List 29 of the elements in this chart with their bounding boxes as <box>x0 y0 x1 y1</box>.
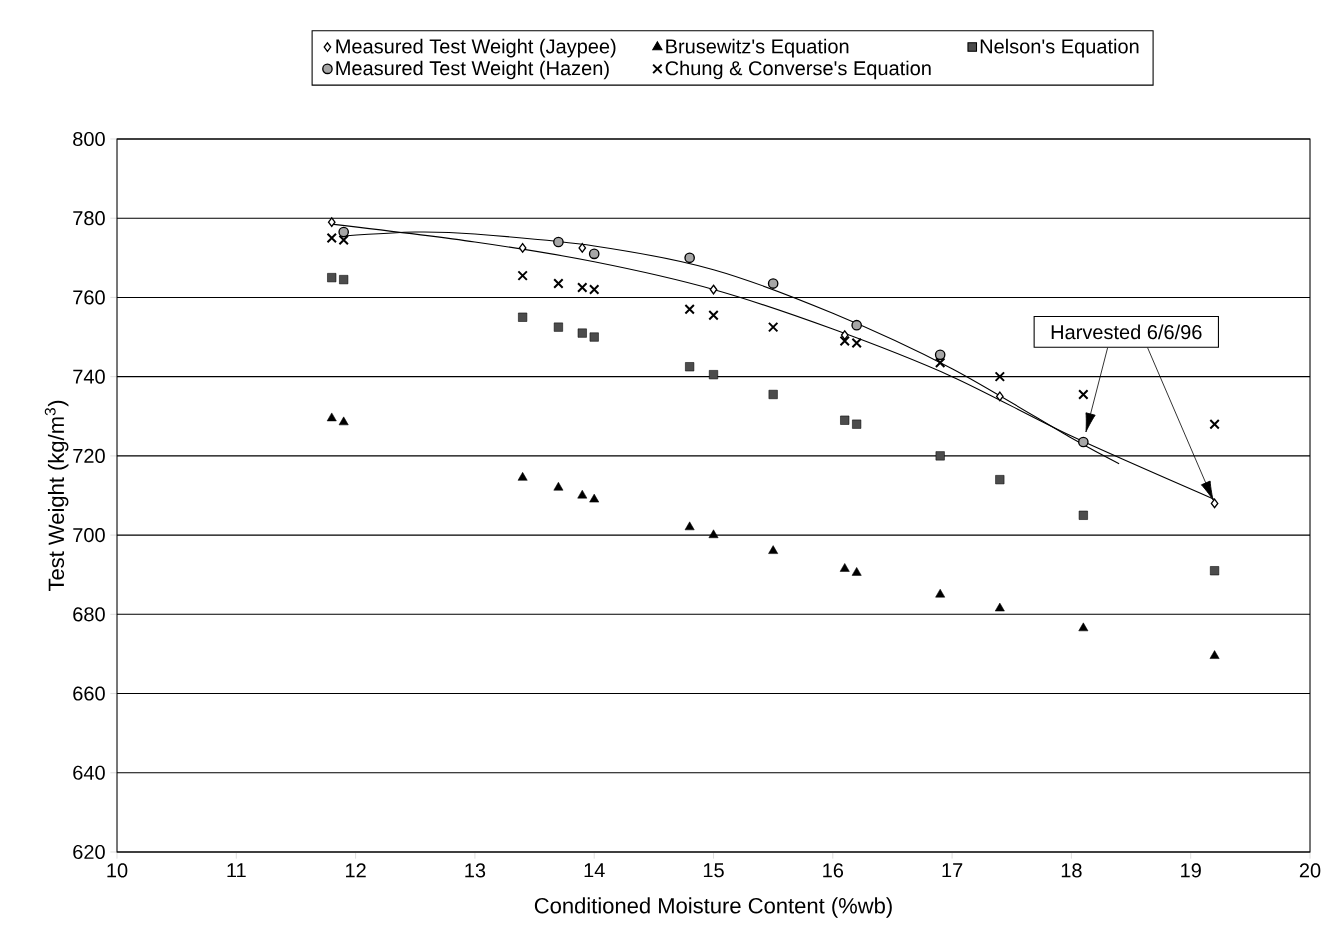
y-tick-label: 680 <box>73 607 105 622</box>
x-tick-label: 15 <box>703 863 724 878</box>
x-tick-label: 19 <box>1181 863 1201 878</box>
legend-label: Measured Test Weight (Hazen) <box>336 60 609 80</box>
annotation: Harvested 6/6/96 <box>1051 324 1202 340</box>
y-axis-title: Test Weight (kg/m$^{3}$) <box>44 400 69 592</box>
legend-label: Measured Test Weight (Jaypee) <box>336 38 616 58</box>
x-tick-label: 10 <box>107 863 128 878</box>
x-tick-label: 13 <box>465 863 486 878</box>
x-tick-label: 12 <box>346 863 366 878</box>
x-tick-label: 17 <box>942 863 963 878</box>
y-tick-label: 760 <box>73 290 105 305</box>
y-tick-label: 780 <box>73 211 105 226</box>
y-tick-label: 620 <box>73 844 105 860</box>
x-tick-label: 14 <box>584 863 605 878</box>
legend-label: Chung & Converse's Equation <box>665 60 931 80</box>
y-tick-label: 660 <box>73 686 105 701</box>
legend-label: Brusewitz's Equation <box>666 38 849 58</box>
y-tick-label: 700 <box>73 528 105 543</box>
x-tick-label: 18 <box>1061 863 1082 878</box>
x-tick-label: 20 <box>1299 863 1321 878</box>
y-tick-label: 800 <box>73 131 105 147</box>
x-tick-label: 11 <box>227 863 246 878</box>
y-tick-label: 640 <box>73 765 105 780</box>
x-axis-title: Conditioned Moisture Content (%wb) <box>534 897 892 918</box>
legend-label: Nelson's Equation <box>980 38 1139 58</box>
y-tick-label: 720 <box>73 448 105 463</box>
x-tick-label: 16 <box>823 863 844 878</box>
y-tick-label: 740 <box>73 369 105 384</box>
